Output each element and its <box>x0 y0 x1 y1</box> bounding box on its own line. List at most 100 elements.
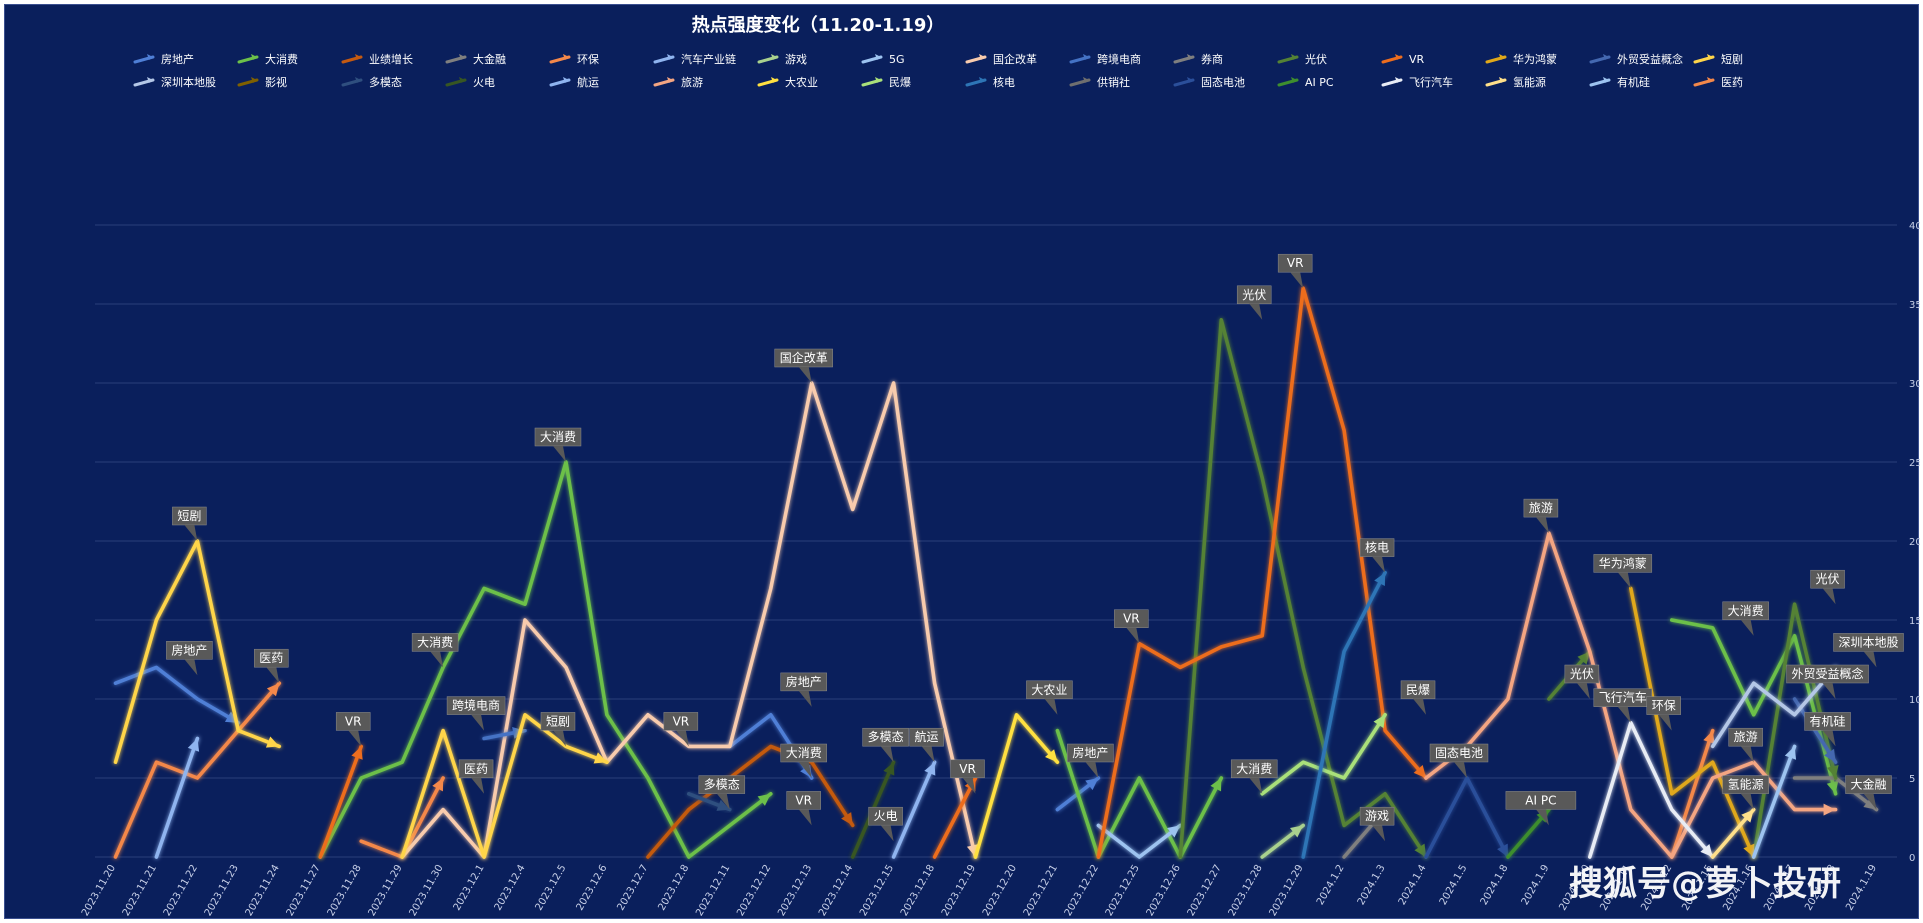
x-tick-label: 2023.12.1 <box>452 863 487 913</box>
chart-title: 热点强度变化（11.20-1.19） <box>692 14 945 36</box>
legend-item[interactable]: 民爆 <box>861 75 911 89</box>
annotation-callout: 光伏 <box>1236 285 1272 320</box>
annotation-callout: 房地产 <box>780 672 827 707</box>
x-tick-label: 2023.12.26 <box>1145 863 1183 918</box>
callout-pointer <box>552 446 566 462</box>
series-line <box>891 760 937 859</box>
legend-item[interactable]: 跨境电商 <box>1069 52 1141 66</box>
legend-item[interactable]: 深圳本地股 <box>133 75 216 89</box>
legend-item[interactable]: 汽车产业链 <box>653 52 736 66</box>
annotation-callout: 氢能源 <box>1722 775 1769 810</box>
legend-arrow-icon <box>1707 54 1713 60</box>
series-arrowhead <box>432 778 444 792</box>
series-line <box>400 381 978 859</box>
legend-item[interactable]: 多模态 <box>341 75 402 89</box>
legend-item[interactable]: 业绩增长 <box>341 52 413 66</box>
legend-item[interactable]: 医药 <box>1693 76 1743 89</box>
legend-arrow-icon <box>875 54 881 60</box>
legend-item[interactable]: 供销社 <box>1069 75 1130 89</box>
x-tick-label: 2023.12.20 <box>981 863 1019 918</box>
series-arrowhead <box>1823 803 1836 816</box>
annotation-callout: 大消费 <box>1722 601 1769 636</box>
legend-item[interactable]: 有机硅 <box>1589 75 1650 89</box>
callout-pointer <box>184 659 198 676</box>
legend-item[interactable]: 大消费 <box>237 52 298 66</box>
annotation-callout: 短剧 <box>540 712 576 747</box>
callout-label: 光伏 <box>1570 667 1594 681</box>
legend-item[interactable]: 旅游 <box>653 75 703 89</box>
annotation-callout: 短剧 <box>172 506 207 541</box>
callout-label: 航运 <box>915 729 939 744</box>
legend-item[interactable]: VR <box>1381 53 1425 66</box>
callout-pointer <box>266 667 280 684</box>
callout-pointer <box>880 825 894 842</box>
series-arrowhead <box>593 752 607 764</box>
callout-label: 固态电池 <box>1435 746 1483 760</box>
legend-label: 外贸受益概念 <box>1617 52 1683 66</box>
series-arrowhead <box>1373 714 1386 729</box>
annotation-callout: 火电 <box>868 806 903 842</box>
series-arrowhead <box>187 738 200 752</box>
x-tick-label: 2023.12.15 <box>858 863 896 918</box>
legend-item[interactable]: 券商 <box>1173 52 1223 66</box>
annotation-callout: 游戏 <box>1359 806 1395 842</box>
legend-item[interactable]: 5G <box>861 53 905 66</box>
series-arrowhead <box>1703 730 1715 744</box>
legend-item[interactable]: 大金融 <box>445 52 506 66</box>
legend-item[interactable]: 房地产 <box>133 52 194 66</box>
callout-pointer <box>1535 809 1549 826</box>
series-line <box>113 539 282 765</box>
callout-pointer <box>1822 588 1836 605</box>
chart-svg: 热点强度变化（11.20-1.19） 0 5 10 15 20 25 30 35 40 2023.… <box>80 14 1920 918</box>
x-tick-label: 2024.1.8 <box>1479 863 1511 907</box>
series-arrowhead <box>1289 825 1304 838</box>
legend-item[interactable]: AI PC <box>1277 76 1334 89</box>
annotation-callout: 飞行汽车 <box>1593 688 1653 723</box>
legend-item[interactable]: 外贸受益概念 <box>1589 52 1683 66</box>
legend-item[interactable]: 短剧 <box>1693 52 1743 66</box>
series-arrowhead <box>1824 748 1836 763</box>
x-tick-label: 2023.12.29 <box>1268 863 1306 918</box>
x-tick-label: 2023.12.19 <box>940 863 978 918</box>
legend-arrow-icon <box>667 77 673 83</box>
legend-item[interactable]: 核电 <box>965 75 1015 89</box>
legend-label: 旅游 <box>681 75 703 89</box>
series-line <box>973 712 1060 859</box>
callout-label: 火电 <box>874 809 898 823</box>
annotation-callout: VR <box>335 712 371 747</box>
legend-item[interactable]: 大农业 <box>757 75 818 89</box>
legend-item[interactable]: 氢能源 <box>1485 75 1546 89</box>
series-line <box>1424 776 1510 859</box>
legend-label: 大农业 <box>785 75 818 89</box>
series-arrowhead <box>1374 572 1386 587</box>
legend-item[interactable]: 火电 <box>445 76 495 89</box>
legend-item[interactable]: 飞行汽车 <box>1381 75 1453 89</box>
legend-item[interactable]: 环保 <box>549 52 599 66</box>
series-line <box>113 681 282 859</box>
legend-label: 房地产 <box>161 52 194 66</box>
y-tick-label: 10 <box>1909 695 1920 706</box>
callout-label: 医药 <box>464 762 488 776</box>
legend-item[interactable]: 游戏 <box>757 53 807 66</box>
annotation-callout: 大消费 <box>534 427 582 462</box>
legend-item[interactable]: 影视 <box>237 75 287 89</box>
callout-pointer <box>471 714 485 731</box>
legend-label: 短剧 <box>1721 52 1743 66</box>
legend-arrow-icon <box>1499 77 1505 83</box>
y-tick-label: 5 <box>1909 774 1915 785</box>
series-arrowhead <box>1743 843 1755 857</box>
legend-item[interactable]: 国企改革 <box>965 52 1037 66</box>
callout-label: 氢能源 <box>1728 777 1764 792</box>
x-tick-label: 2023.12.13 <box>776 863 814 918</box>
legend-item[interactable]: 华为鸿蒙 <box>1485 52 1557 66</box>
legend-item[interactable]: 固态电池 <box>1173 76 1245 89</box>
callout-pointer <box>716 793 730 810</box>
annotation-callout: 民爆 <box>1400 680 1436 715</box>
legend-label: 民爆 <box>889 75 911 89</box>
legend-item[interactable]: 光伏 <box>1277 52 1327 66</box>
x-tick-label: 2024.1.5 <box>1438 863 1470 907</box>
series-arrowhead <box>883 762 895 776</box>
annotation-callout: 旅游 <box>1523 498 1559 534</box>
callout-pointer <box>1863 793 1877 810</box>
legend-item[interactable]: 航运 <box>549 75 599 89</box>
